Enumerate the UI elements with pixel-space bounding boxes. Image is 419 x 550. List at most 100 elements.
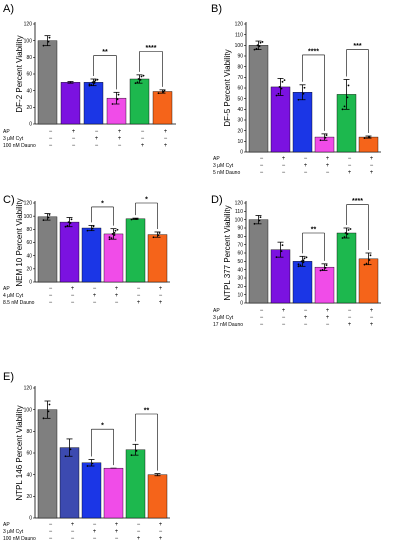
bar <box>129 78 150 125</box>
data-point <box>48 36 51 39</box>
data-point <box>255 47 258 50</box>
data-point <box>277 92 280 95</box>
treatment-sign: + <box>164 143 168 149</box>
panel-letter: E) <box>3 371 14 383</box>
treatment-sign: + <box>370 308 374 314</box>
treatment-sign: − <box>282 170 286 176</box>
data-point <box>281 80 284 83</box>
treatment-sign: − <box>141 129 145 135</box>
treatment-sign: − <box>93 536 97 542</box>
data-point <box>48 213 51 216</box>
treatment-row-label: 17 nM Dauno <box>213 322 243 328</box>
treatment-sign: − <box>260 308 264 314</box>
data-point <box>163 89 166 92</box>
bar <box>358 136 379 153</box>
data-point <box>91 81 94 84</box>
data-point <box>140 75 143 78</box>
y-axis-label: DF-2 Percent Viability <box>15 35 24 112</box>
data-point <box>319 269 322 272</box>
y-tick-label: 40 <box>26 253 32 259</box>
data-point <box>93 80 96 83</box>
data-point <box>325 264 328 267</box>
treatment-sign: − <box>49 136 53 142</box>
treatment-sign: + <box>137 536 141 542</box>
data-point <box>116 228 119 231</box>
data-point <box>114 229 117 232</box>
bar <box>37 409 58 519</box>
treatment-sign: − <box>49 522 53 528</box>
data-point <box>343 105 346 108</box>
treatment-sign: + <box>326 315 330 321</box>
y-axis-label: DF-5 Percent Viability <box>223 49 232 126</box>
panel-letter: C) <box>3 194 15 206</box>
treatment-sign: − <box>49 143 53 149</box>
treatment-row-label: AP <box>3 286 10 292</box>
data-point <box>136 81 139 84</box>
data-point <box>86 229 89 232</box>
y-tick-label: 120 <box>24 22 33 28</box>
treatment-sign: − <box>304 322 308 328</box>
data-point <box>90 84 93 86</box>
data-point <box>253 222 256 225</box>
treatment-sign: + <box>93 529 97 535</box>
data-point <box>258 45 261 48</box>
data-point <box>344 232 347 234</box>
treatment-sign: + <box>118 136 122 142</box>
bar <box>292 92 313 153</box>
treatment-sign: − <box>304 156 308 162</box>
data-point <box>110 237 113 240</box>
data-point <box>117 93 120 96</box>
y-tick-label: 120 <box>24 201 33 207</box>
y-tick-label: 20 <box>26 494 32 500</box>
data-point <box>88 83 91 86</box>
data-point <box>113 234 116 236</box>
treatment-sign: + <box>370 156 374 162</box>
treatment-sign: + <box>348 170 352 176</box>
y-tick-label: 70 <box>237 75 243 81</box>
data-point <box>47 40 50 43</box>
treatment-sign: − <box>72 143 76 149</box>
treatment-row-label: AP <box>213 308 220 314</box>
treatment-row-label: AP <box>3 129 10 135</box>
y-tick-label: 60 <box>26 451 32 457</box>
y-tick-label: 110 <box>235 209 243 215</box>
treatment-sign: + <box>115 522 119 528</box>
data-point <box>363 137 366 140</box>
data-point <box>139 78 142 81</box>
treatment-sign: − <box>115 300 119 306</box>
y-tick-label: 110 <box>235 32 243 38</box>
y-tick-label: 60 <box>237 251 243 257</box>
y-tick-label: 40 <box>26 88 32 94</box>
bar <box>270 86 291 153</box>
chart-panel-4: D)NTPL 377 Percent Viability 0 10 20 30 40 50 6… <box>211 194 381 328</box>
data-point <box>142 74 145 77</box>
y-tick-label: 40 <box>26 472 32 478</box>
y-tick-label: 40 <box>237 267 243 273</box>
y-tick-label: 40 <box>237 107 243 113</box>
treatment-sign: + <box>137 300 141 306</box>
y-tick-label: 50 <box>237 259 243 265</box>
treatment-row-label: 3 μM Cyt <box>3 529 24 535</box>
data-point <box>300 260 303 263</box>
treatment-sign: − <box>282 163 286 169</box>
y-tick-label: 100 <box>24 214 33 220</box>
treatment-sign: − <box>71 293 75 299</box>
bar <box>125 218 146 283</box>
data-point <box>324 266 327 269</box>
treatment-sign: + <box>370 170 374 176</box>
treatment-sign: + <box>159 536 163 542</box>
data-point <box>108 238 111 241</box>
data-point <box>280 250 283 253</box>
treatment-sign: − <box>159 529 163 535</box>
data-point <box>324 136 327 139</box>
treatment-sign: + <box>115 286 119 292</box>
treatment-sign: + <box>348 322 352 328</box>
treatment-sign: − <box>49 286 53 292</box>
data-point <box>86 465 89 467</box>
data-point <box>42 219 45 222</box>
data-point <box>341 108 344 111</box>
y-tick-label: 120 <box>235 201 244 207</box>
data-point <box>349 228 352 230</box>
treatment-sign: − <box>141 136 145 142</box>
